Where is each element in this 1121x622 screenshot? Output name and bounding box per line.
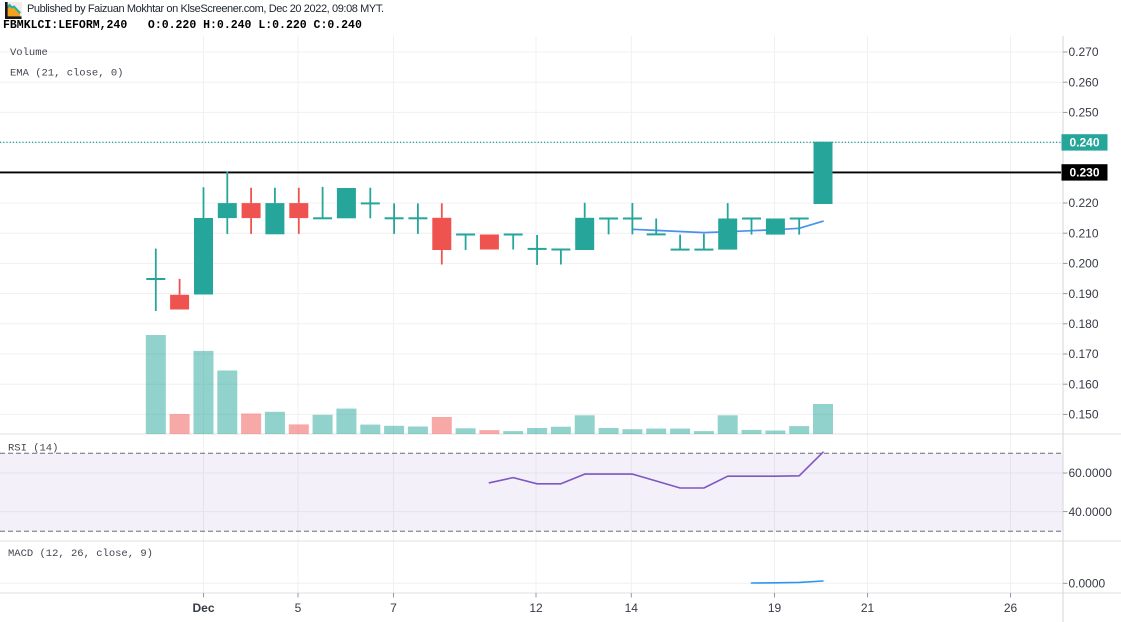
svg-text:0.160: 0.160 xyxy=(1069,377,1099,391)
svg-text:5: 5 xyxy=(295,601,302,615)
svg-text:14: 14 xyxy=(625,601,639,615)
svg-text:40.0000: 40.0000 xyxy=(1069,505,1113,519)
svg-text:12: 12 xyxy=(529,601,543,615)
svg-text:0.200: 0.200 xyxy=(1069,257,1099,271)
svg-text:0.270: 0.270 xyxy=(1069,45,1099,59)
svg-text:0.220: 0.220 xyxy=(1069,196,1099,210)
svg-text:0.190: 0.190 xyxy=(1069,287,1099,301)
svg-text:Dec: Dec xyxy=(192,601,214,615)
svg-text:0.240: 0.240 xyxy=(1069,136,1099,150)
svg-text:0.210: 0.210 xyxy=(1069,226,1099,240)
svg-text:7: 7 xyxy=(390,601,397,615)
svg-text:60.0000: 60.0000 xyxy=(1069,466,1113,480)
svg-text:26: 26 xyxy=(1004,601,1018,615)
svg-text:EMA (21, close, 0): EMA (21, close, 0) xyxy=(10,68,123,80)
svg-text:RSI (14): RSI (14) xyxy=(8,443,58,455)
svg-text:0.150: 0.150 xyxy=(1069,408,1099,422)
svg-text:0.170: 0.170 xyxy=(1069,347,1099,361)
svg-text:Volume: Volume xyxy=(10,47,48,59)
svg-text:0.260: 0.260 xyxy=(1069,75,1099,89)
svg-text:0.250: 0.250 xyxy=(1069,106,1099,120)
svg-text:21: 21 xyxy=(861,601,875,615)
svg-text:19: 19 xyxy=(768,601,782,615)
svg-text:0.0000: 0.0000 xyxy=(1069,577,1106,591)
svg-text:0.230: 0.230 xyxy=(1069,166,1099,180)
svg-text:0.180: 0.180 xyxy=(1069,317,1099,331)
svg-text:MACD (12, 26, close, 9): MACD (12, 26, close, 9) xyxy=(8,548,153,560)
